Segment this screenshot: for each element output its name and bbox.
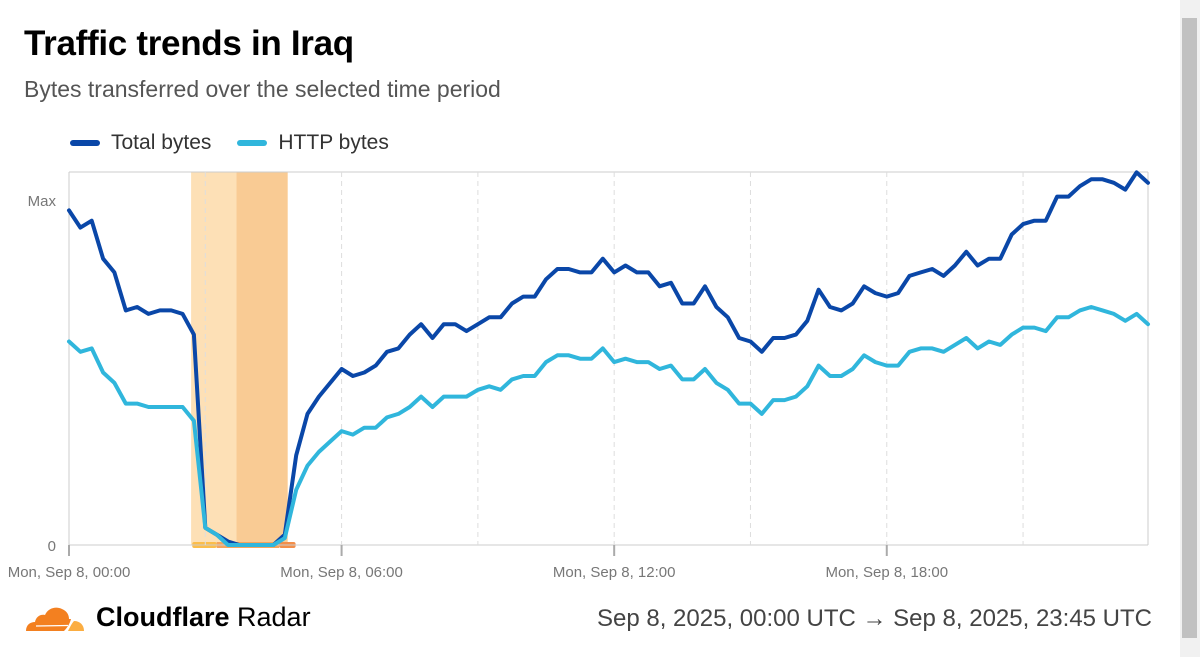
y-tick-zero: 0 — [48, 538, 56, 555]
brand-product: Radar — [237, 602, 311, 632]
brand-name: Cloudflare — [96, 602, 230, 632]
series-points-total-bytes — [68, 172, 1149, 546]
scrollbar[interactable] — [1180, 0, 1200, 657]
legend-label-http: HTTP bytes — [278, 131, 389, 154]
page-subtitle: Bytes transferred over the selected time… — [24, 76, 501, 102]
x-tick-label: Mon, Sep 8, 00:00 — [8, 564, 131, 581]
x-tick-label: Mon, Sep 8, 06:00 — [280, 564, 403, 581]
legend-item-total-bytes[interactable]: Total bytes — [70, 131, 211, 155]
page-title: Traffic trends in Iraq — [24, 24, 354, 63]
cloudflare-cloud-icon — [26, 607, 84, 631]
x-tick-label: Mon, Sep 8, 18:00 — [825, 564, 948, 581]
series-points-http-bytes — [68, 306, 1149, 546]
legend-item-http-bytes[interactable]: HTTP bytes — [237, 131, 389, 155]
legend-swatch-total — [70, 140, 100, 146]
date-range: Sep 8, 2025, 00:00 UTC → Sep 8, 2025, 23… — [597, 605, 1152, 632]
series-line-http-bytes — [67, 305, 1150, 547]
legend-label-total: Total bytes — [111, 131, 212, 154]
scrollbar-thumb[interactable] — [1182, 18, 1197, 638]
cloudflare-radar-logo: Cloudflare Radar — [24, 602, 311, 633]
traffic-chart[interactable]: Max 0 Mon, Sep 8, 00:00 Mon, Sep 8, 06:00… — [0, 0, 1170, 600]
x-tick-label: Mon, Sep 8, 12:00 — [553, 564, 676, 581]
outage-band-1 — [236, 172, 288, 545]
legend-swatch-http — [237, 140, 268, 146]
y-tick-max: Max — [28, 193, 57, 210]
chart-legend: Total bytes HTTP bytes — [70, 131, 389, 155]
